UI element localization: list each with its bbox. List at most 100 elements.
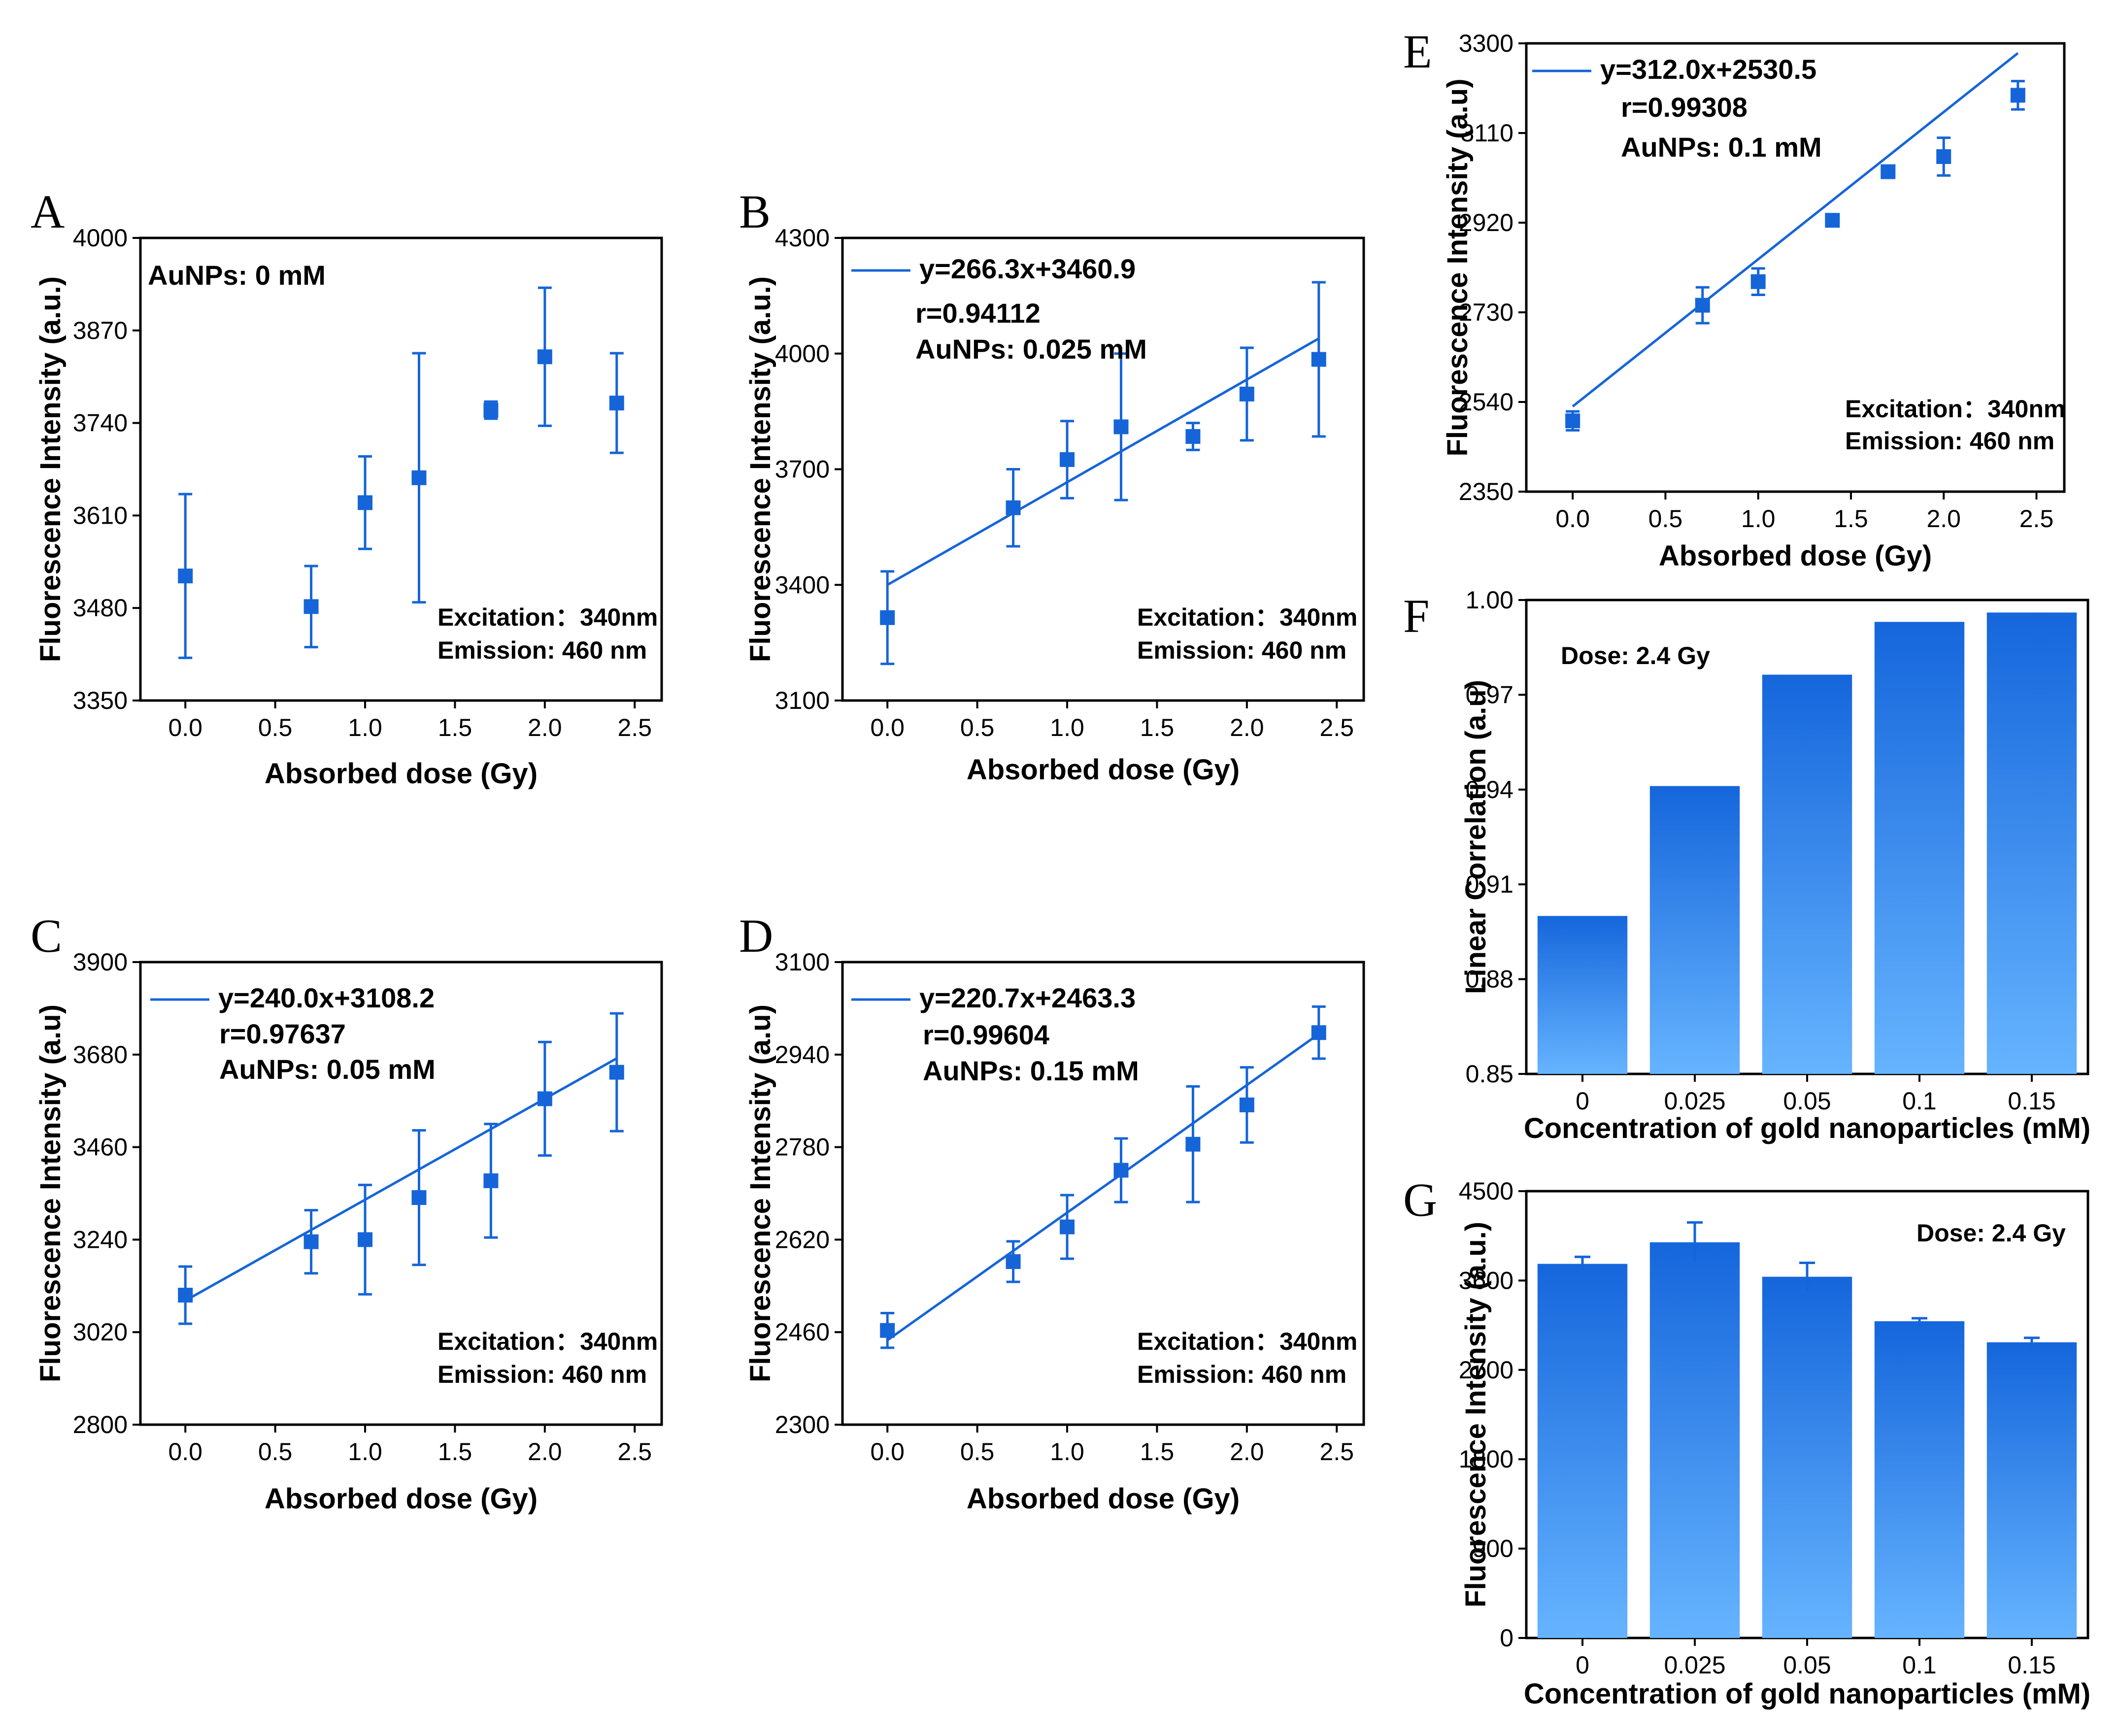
- annotation: Emission: 460 nm: [1137, 636, 1346, 664]
- data-point: [2010, 88, 2025, 103]
- error-bar: [1575, 1255, 1590, 1271]
- data-point: [178, 568, 193, 584]
- x-tick-label: 0.0: [168, 1438, 202, 1466]
- x-axis-title: Absorbed dose (Gy): [967, 754, 1240, 786]
- panel-a: A 3350 3480 3610 3740 3870 4000 0.0 0.5 1.0 1.5 2.0…: [31, 185, 663, 790]
- x-tick-label: 1.0: [348, 714, 382, 741]
- y-tick-label: 3020: [73, 1318, 128, 1346]
- error-bar: [2024, 1336, 2040, 1347]
- x-tick-label: 1.0: [348, 1438, 382, 1466]
- annotation: AuNPs: 0.1 mM: [1621, 132, 1822, 163]
- data-point: [303, 1234, 319, 1249]
- x-tick-label: 1.5: [438, 1438, 472, 1466]
- y-axis-title: Linear Correlation (a.u): [1460, 680, 1492, 994]
- plot-frame: [139, 961, 663, 1426]
- data-point: [609, 1065, 624, 1080]
- x-tick-label: 2.5: [1320, 714, 1354, 741]
- annotation: Excitation：340nm: [437, 1328, 658, 1355]
- x-tick-label: 0.0: [168, 714, 202, 741]
- y-tick-label: 2920: [1459, 209, 1513, 236]
- legend-label: y=312.0x+2530.5: [1600, 54, 1816, 85]
- x-tick-label: 2.5: [1320, 1438, 1354, 1466]
- legend-label: y=266.3x+3460.9: [919, 253, 1136, 284]
- panel-label: G: [1403, 1173, 1437, 1226]
- x-axis-title: Absorbed dose (Gy): [265, 1483, 538, 1515]
- y-tick-label: 3740: [73, 409, 128, 437]
- y-tick-label: 2300: [775, 1411, 830, 1438]
- y-tick-label: 4000: [775, 340, 830, 367]
- annotation: AuNPs: 0 mM: [148, 260, 326, 291]
- y-tick-label: 3350: [73, 687, 128, 714]
- bar: [1649, 786, 1740, 1074]
- bar: [1986, 1342, 2077, 1638]
- data-point: [1113, 419, 1129, 434]
- data-point: [1239, 1097, 1254, 1112]
- y-tick-label: 0.91: [1466, 870, 1513, 898]
- annotation: r=0.97637: [219, 1018, 346, 1049]
- data-point: [537, 349, 552, 365]
- annotation: Emission: 460 nm: [1845, 427, 2054, 455]
- plot-frame: [841, 961, 1365, 1426]
- x-tick-label: 0.05: [1783, 1087, 1831, 1115]
- panel-f: F 0.85 0.88 0.91 0.94 0.97 1.00 0 0.025 0.05 0.1 0.…: [1403, 586, 2090, 1144]
- x-tick-label: 0.1: [1902, 1087, 1937, 1115]
- y-tick-label: 3600: [1459, 1267, 1513, 1294]
- annotation: r=0.99308: [1621, 92, 1748, 123]
- y-axis-title: Fluorescence Intensity (a.u.): [34, 276, 67, 662]
- y-axis-title: Fluorescence Intensity (a.u.): [744, 276, 776, 662]
- data-point: [483, 1173, 499, 1188]
- data-point: [1006, 1254, 1021, 1269]
- data-point: [411, 470, 427, 485]
- data-point: [1185, 429, 1201, 444]
- y-tick-label: 3100: [775, 948, 830, 976]
- x-tick-label: 0.0: [870, 714, 905, 741]
- data-point: [1060, 452, 1075, 467]
- data-point: [1113, 1163, 1129, 1178]
- bar: [1762, 674, 1852, 1074]
- x-tick-label: 2.0: [1230, 714, 1264, 741]
- annotation: Excitation：340nm: [437, 603, 658, 631]
- y-tick-label: 3610: [73, 501, 128, 529]
- y-tick-label: 4300: [775, 224, 830, 252]
- data-point: [1750, 274, 1766, 289]
- y-tick-label: 3240: [73, 1226, 128, 1253]
- x-axis-title: Concentration of gold nanoparticles (mM): [1524, 1678, 2090, 1710]
- y-axis-title: Fluorescence Intensity (a.u): [34, 1004, 67, 1382]
- legend-label: y=220.7x+2463.3: [919, 982, 1136, 1013]
- y-tick-label: 0.85: [1466, 1060, 1513, 1088]
- data-point: [1936, 149, 1951, 164]
- x-tick-label: 1.0: [1050, 714, 1084, 741]
- x-tick-label: 1.0: [1741, 505, 1776, 533]
- annotation: Emission: 460 nm: [1137, 1361, 1346, 1388]
- y-tick-label: 2620: [775, 1226, 830, 1253]
- x-tick-label: 0.025: [1664, 1087, 1725, 1115]
- annotation: Excitation：340nm: [1137, 1328, 1357, 1355]
- panel-label: D: [739, 909, 773, 962]
- plot-frame: [1525, 42, 2066, 493]
- x-tick-label: 0.5: [1648, 505, 1683, 533]
- y-tick-label: 2350: [1459, 478, 1513, 505]
- plot-frame: [139, 236, 663, 702]
- data-point: [609, 396, 624, 411]
- bar: [1649, 1242, 1740, 1638]
- annotation: Emission: 460 nm: [437, 636, 647, 664]
- panel-label: E: [1403, 25, 1432, 78]
- data-point: [1311, 352, 1326, 367]
- y-tick-label: 3100: [775, 687, 830, 714]
- y-tick-label: 2540: [1459, 388, 1513, 416]
- data-point: [880, 610, 895, 625]
- x-tick-label: 2.5: [618, 714, 652, 741]
- data-point: [1239, 386, 1254, 401]
- data-point: [1565, 413, 1580, 429]
- data-point: [1695, 298, 1710, 313]
- y-tick-label: 0.88: [1466, 966, 1513, 993]
- x-axis-title: Absorbed dose (Gy): [265, 758, 538, 790]
- data-point: [1060, 1219, 1075, 1235]
- y-tick-label: 2780: [775, 1134, 830, 1161]
- bar: [1986, 612, 2077, 1074]
- x-tick-label: 0.5: [258, 1438, 293, 1466]
- y-tick-label: 3680: [73, 1041, 128, 1068]
- y-tick-label: 3110: [1460, 119, 1513, 147]
- bar: [1537, 916, 1628, 1074]
- x-tick-label: 0.5: [960, 714, 995, 741]
